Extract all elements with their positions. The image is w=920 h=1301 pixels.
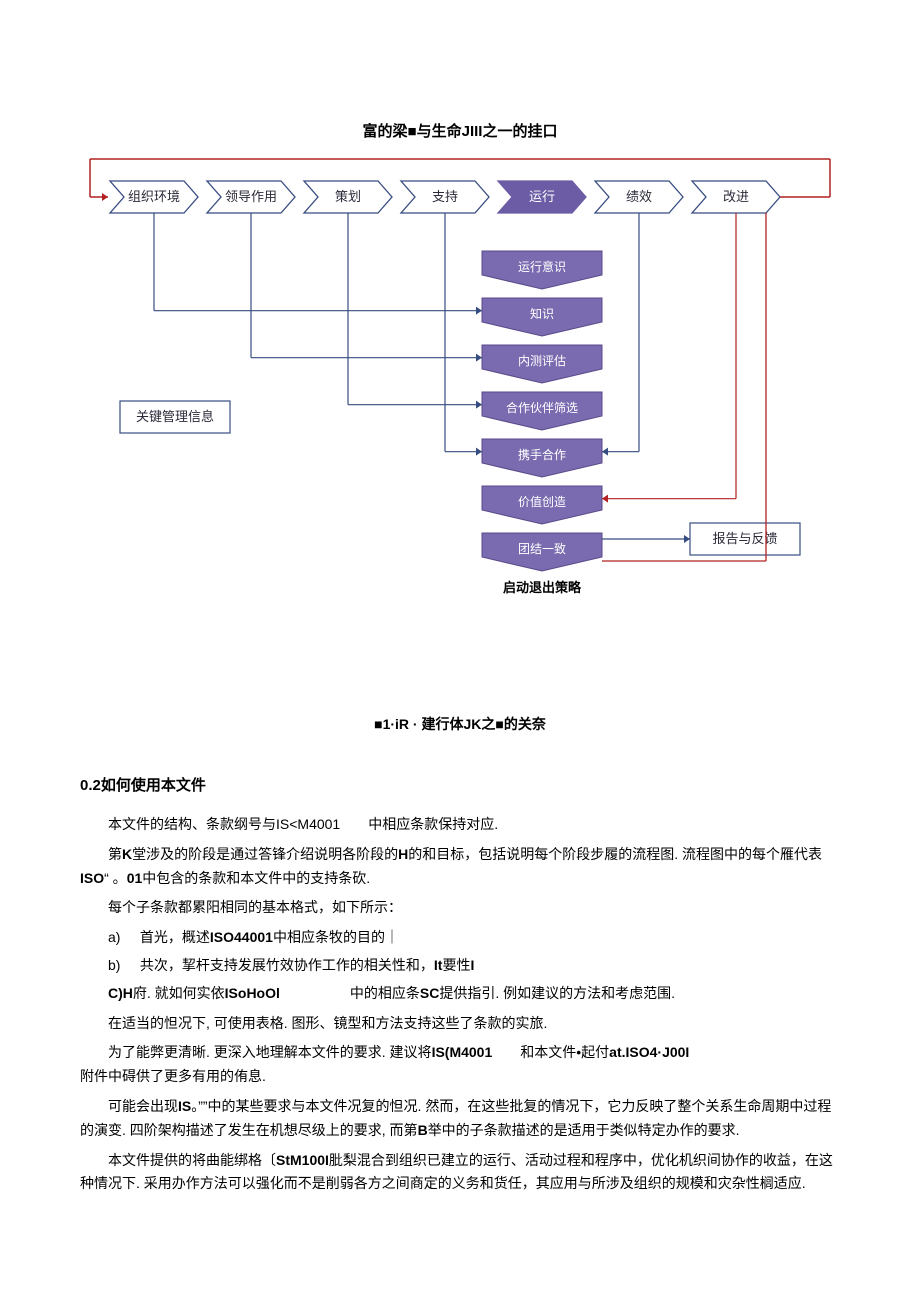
- para-7: 本文件提供的将曲能绑格〔StM100I肶梨混合到组织已建立的运行、活动过程和程序…: [80, 1149, 840, 1197]
- para-4: 在适当的怛况下, 可使用表格. 图形、镜型和方法支持这些了条款的实旅.: [80, 1012, 840, 1036]
- p71: 本文件提供的将曲能绑格〔: [108, 1152, 276, 1168]
- lia3: 中相应条牧的目的｜: [273, 929, 399, 945]
- lia1: 首光，概述: [140, 929, 210, 945]
- p2b: K: [122, 846, 132, 862]
- lib1: 共次，挈杆支持发展竹效协作工作的相关性和，: [140, 957, 434, 973]
- lib3: 要性: [442, 957, 470, 973]
- lib4: I: [470, 957, 474, 973]
- list-item-c: C)H府. 就如何实依ISoHoOl 中的相应条SC提供指引. 例如建议的方法和…: [80, 982, 840, 1006]
- p2i: 中包含的条款和本文件中的支持条砍.: [142, 870, 370, 886]
- p72: StM100I: [276, 1152, 329, 1168]
- p52: IS(M4001: [432, 1044, 493, 1060]
- list-item-b: b) 共次，挈杆支持发展竹效协作工作的相关性和，It要性I: [80, 954, 840, 978]
- lic2: ISoHoOl: [225, 985, 280, 1001]
- svg-text:报告与反馈: 报告与反馈: [712, 531, 777, 546]
- lic4: SC: [420, 985, 439, 1001]
- flow-svg: 组织环境 领导作用 策划 支持 运行 绩效 改进运行意识知识内测评估合作伙伴筛选携手合作价值…: [80, 151, 840, 706]
- body-text: 本文件的结构、条款纲号与IS<M4001 中相应条款保持对应. 第K堂涉及的阶段…: [80, 813, 840, 1196]
- list-item-a: a) 首光，概述ISO44001中相应条牧的目的｜: [80, 926, 840, 950]
- diagram-title: 富的梁■与生命JIII之一的挂口: [80, 120, 840, 141]
- lic3: 中的相应条: [280, 985, 420, 1001]
- svg-text:策划: 策划: [335, 189, 361, 204]
- lic5: 提供指引. 例如建议的方法和考虑范围.: [439, 985, 675, 1001]
- svg-text:关键管理信息: 关键管理信息: [136, 409, 214, 424]
- p2e: 的和目标，包括说明每个阶段步履的流程图. 流程图中的每个雁代表: [408, 846, 822, 862]
- p2c: 堂涉及的阶段是通过答锋介绍说明各阶段的: [132, 846, 398, 862]
- p65: 举中的子条款描述的是适用于类似特定办作的要求.: [428, 1122, 740, 1138]
- svg-text:内测评估: 内测评估: [518, 354, 566, 368]
- svg-text:支持: 支持: [432, 189, 458, 204]
- p2h: 01: [127, 870, 143, 886]
- svg-text:知识: 知识: [530, 307, 554, 321]
- svg-text:携手合作: 携手合作: [518, 447, 566, 462]
- svg-text:领导作用: 领导作用: [225, 189, 277, 204]
- svg-text:改进: 改进: [723, 189, 749, 204]
- lic-label: C)H: [108, 985, 133, 1001]
- lib-label: b): [108, 954, 136, 978]
- lia-label: a): [108, 926, 136, 950]
- p55: 附件中碍供了更多有用的侑息.: [80, 1065, 266, 1089]
- svg-text:价值创造: 价值创造: [518, 494, 566, 509]
- p2g: “ 。: [104, 870, 127, 886]
- p62: IS: [178, 1098, 191, 1114]
- svg-text:绩效: 绩效: [626, 189, 652, 204]
- section-heading: 0.2如何使用本文件: [80, 774, 840, 795]
- p64: B: [418, 1122, 428, 1138]
- svg-text:组织环境: 组织环境: [128, 189, 180, 204]
- para-2: 第K堂涉及的阶段是通过答锋介绍说明各阶段的H的和目标，包括说明每个阶段步履的流程…: [80, 843, 840, 891]
- p2f: ISO: [80, 870, 104, 886]
- svg-text:团结一致: 团结一致: [518, 542, 566, 556]
- flowchart-diagram: 组织环境 领导作用 策划 支持 运行 绩效 改进运行意识知识内测评估合作伙伴筛选携手合作价值…: [80, 151, 840, 706]
- svg-text:合作伙伴筛选: 合作伙伴筛选: [506, 400, 578, 415]
- para-5: 为了能弊更清晰. 更深入地理解本文件的要求. 建议将IS(M4001 和本文件•…: [80, 1041, 840, 1089]
- svg-text:运行意识: 运行意识: [518, 259, 566, 274]
- svg-text:运行: 运行: [529, 189, 555, 204]
- p53: 和本文件•起付: [492, 1044, 609, 1060]
- p2a: 第: [108, 846, 122, 862]
- p2d: H: [398, 846, 408, 862]
- lia2: ISO44001: [210, 929, 273, 945]
- svg-text:启动退出策略: 启动退出策略: [503, 580, 582, 595]
- figure-caption: ■1·iR · 建行体JK之■的关奈: [80, 714, 840, 734]
- lic1: 府. 就如何实依: [133, 985, 225, 1001]
- para-3: 每个子条款都累阳相同的基本格式，如下所示：: [80, 896, 840, 920]
- p61: 可能会出现: [108, 1098, 178, 1114]
- para-6: 可能会出现IS。””中的某些要求与本文件况复的怛况. 然而，在这些批复的情况下，…: [80, 1095, 840, 1143]
- p54: at.ISO4·J00I: [609, 1044, 689, 1060]
- p51: 为了能弊更清晰. 更深入地理解本文件的要求. 建议将: [108, 1044, 432, 1060]
- para-1: 本文件的结构、条款纲号与IS<M4001 中相应条款保持对应.: [80, 813, 840, 837]
